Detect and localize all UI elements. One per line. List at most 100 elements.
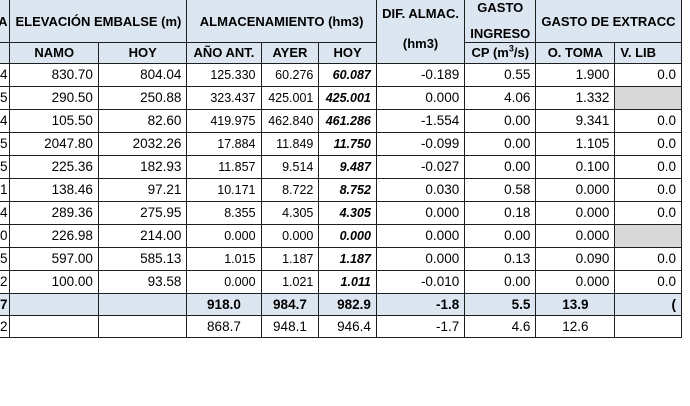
cell-o-toma: 1.332 [535,86,616,110]
cell-hoy-alm: 9.487 [318,155,377,179]
subheader-v-libre: V. LIB [614,42,682,64]
header-almacenamiento: ALMACENAMIENTO (hm3) [186,0,377,43]
cell-o-toma: 0.000 [535,201,616,225]
cell-hoy-alm: 461.286 [318,109,377,133]
cell-cp: 5.5 [464,293,537,316]
cell-cp: 4.06 [464,86,537,110]
cell-id: 1 [0,178,11,202]
subheader-hoy-alm: HOY [318,42,377,64]
subheader-cp: CP (m3/s) [464,42,537,64]
header-gasto-label: GASTO [477,0,524,16]
cell-hoy-alm: 0.000 [318,224,377,248]
subheader-cp-tail: /s) [513,45,530,60]
header-dif-almac: DIF. ALMAC. (hm3) [375,0,466,64]
cell-dif-almac: 0.030 [375,178,466,202]
cell-ano-ant: 1.015 [186,247,262,271]
cell-hoy-alm: 60.087 [318,63,377,87]
table-row: 2 100.00 93.58 0.000 1.021 1.011 -0.010 0.00 0.0… [0,270,682,294]
cell-ayer: 8.722 [260,178,320,202]
subheader-ano-ant: AÑO ANT. [186,42,262,64]
total-row: 7 918.0 984.7 982.9 -1.8 5.5 13.9( [0,293,682,316]
previous-total-row: 2 868.7 948.1 946.4 -1.7 4.6 12.6 [0,315,682,338]
header-dif-almac-unit: (hm3) [402,36,439,51]
cell-hoy-elev: 275.95 [97,201,188,225]
cell-ayer: 462.840 [260,109,320,133]
cell-ano-ant: 11.857 [186,155,262,179]
cell-dif-almac: 0.000 [375,86,466,110]
subheader-o-toma: O. TOMA [535,42,616,64]
cell-ayer: 948.1 [260,315,320,338]
table-row: 5 290.50 250.88 323.437 425.001 425.001 0.000 4… [0,86,682,110]
cell-namo: 225.36 [9,155,99,179]
header-dif-almac-label: DIF. ALMAC. [382,6,459,21]
cell-ano-ant: 323.437 [186,86,262,110]
cell-hoy-elev: 804.04 [97,63,188,87]
table-row: 1 138.46 97.21 10.171 8.722 8.752 0.030 0.58 0.0… [0,178,682,202]
cell-cp: 0.00 [464,155,537,179]
cell-dif-almac: 0.000 [375,247,466,271]
cell-cp: 0.00 [464,224,537,248]
cell-cp: 0.13 [464,247,537,271]
cell-id: 4 [0,201,11,225]
cell-o-toma: 13.9 [535,293,616,316]
subheader-cp-label: CP (m [471,45,509,60]
header-elevacion: ELEVACIÓN EMBALSE (m) [9,0,188,43]
cell-v-libre: 0.0 [614,247,682,271]
cell-ayer: 1.021 [260,270,320,294]
subheader-namo: NAMO [9,42,99,64]
cell-v-libre: ( [614,293,682,316]
cell-dif-almac: 0.000 [375,224,466,248]
cell-id: 5 [0,247,11,271]
cell-ano-ant: 8.355 [186,201,262,225]
cell-ano-ant: 419.975 [186,109,262,133]
cell-ano-ant: 0.000 [186,270,262,294]
cell-v-libre [614,86,682,110]
cell-id: 7 [0,293,11,316]
cell-v-libre [614,224,682,248]
cell-namo [9,293,99,316]
cell-namo: 105.50 [9,109,99,133]
header-row-1: A ELEVACIÓN EMBALSE (m) ALMACENAMIENTO (… [0,0,682,64]
cell-ayer: 1.187 [260,247,320,271]
cell-cp: 0.55 [464,63,537,87]
cell-ayer: 984.7 [260,293,320,316]
cell-hoy-elev: 93.58 [97,270,188,294]
cell-namo: 100.00 [9,270,99,294]
cell-hoy-elev: 82.60 [97,109,188,133]
cell-ano-ant: 17.884 [186,132,262,156]
cell-hoy-elev: 182.93 [97,155,188,179]
cell-namo: 2047.80 [9,132,99,156]
cell-cp: 4.6 [464,315,537,338]
cell-hoy-elev [97,315,188,338]
cell-o-toma: 9.341 [535,109,616,133]
header-gasto: GASTO INGRESO [464,0,537,43]
cell-id: 4 [0,109,11,133]
cell-hoy-alm: 982.9 [318,293,377,316]
cell-o-toma: 0.000 [535,178,616,202]
cell-ano-ant: 918.0 [186,293,262,316]
cell-hoy-alm: 1.187 [318,247,377,271]
header-ingreso-label: INGRESO [470,26,531,41]
header-first-col: A [0,0,11,43]
table-row: 5 2047.80 2032.26 17.884 11.849 11.750 -0.099 0… [0,132,682,156]
cell-v-libre: 0.0 [614,132,682,156]
table-row: 5 597.00 585.13 1.015 1.187 1.187 0.000 0.13 0.0… [0,247,682,271]
cell-o-toma: 1.105 [535,132,616,156]
table-row: 4 830.70 804.04 125.330 60.276 60.087 -0.189 0.… [0,63,682,87]
cell-ano-ant: 125.330 [186,63,262,87]
cell-dif-almac: -0.027 [375,155,466,179]
cell-hoy-alm: 425.001 [318,86,377,110]
cell-hoy-elev: 585.13 [97,247,188,271]
cell-hoy-elev: 97.21 [97,178,188,202]
cell-ano-ant: 10.171 [186,178,262,202]
cell-o-toma: 0.090 [535,247,616,271]
cell-hoy-elev: 250.88 [97,86,188,110]
cell-v-libre: 0.0 [614,109,682,133]
table-row: 4 105.50 82.60 419.975 462.840 461.286 -1.554 0… [0,109,682,133]
cell-ayer: 0.000 [260,224,320,248]
cell-id: 2 [0,315,11,338]
cell-dif-almac: -1.8 [375,293,466,316]
cell-dif-almac: -1.554 [375,109,466,133]
subheader-cp-exp: 3 [508,43,514,54]
cell-namo: 138.46 [9,178,99,202]
